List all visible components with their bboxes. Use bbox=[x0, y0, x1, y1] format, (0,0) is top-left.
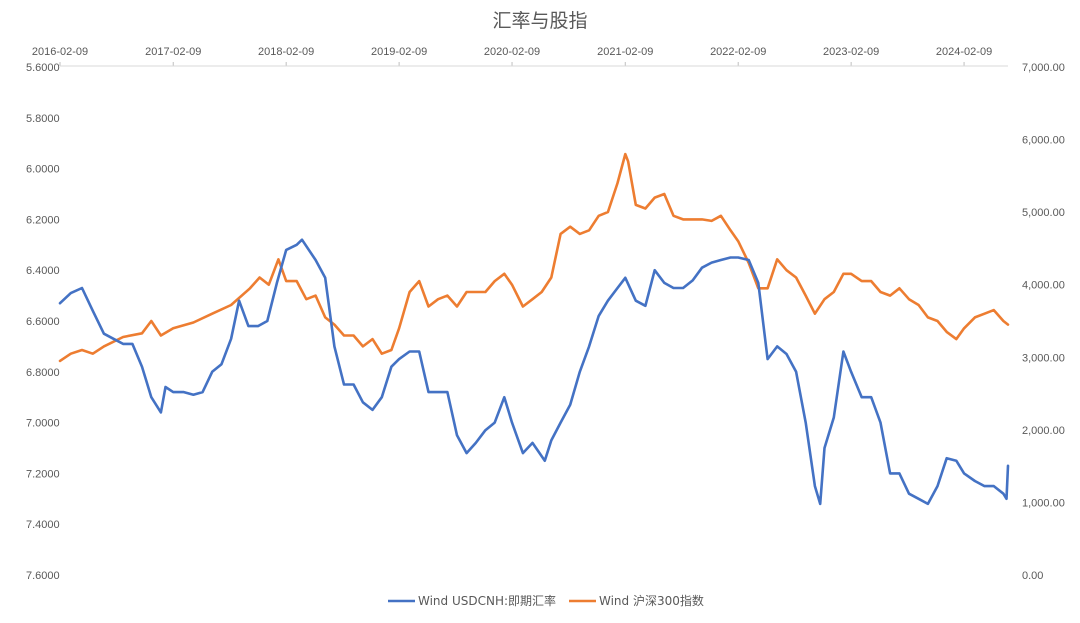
right-tick-label: 6,000.00 bbox=[1022, 135, 1065, 147]
right-tick-label: 4,000.00 bbox=[1022, 280, 1065, 292]
chart-title: 汇率与股指 bbox=[492, 10, 587, 32]
left-tick-label: 6.2000 bbox=[26, 214, 60, 226]
x-tick-label: 2016-02-09 bbox=[32, 46, 88, 58]
left-axis-ticks: 5.6000 5.8000 6.0000 6.2000 6.4000 6.6000 6.80… bbox=[26, 62, 60, 582]
x-tick-label: 2024-02-09 bbox=[936, 46, 992, 58]
x-axis-ticks: 2016-02-09 2017-02-09 2018-02-09 2019-02-09… bbox=[32, 46, 1008, 67]
series-line-usdcnh bbox=[58, 238, 1010, 506]
x-tick-label: 2017-02-09 bbox=[145, 46, 201, 58]
x-tick-label: 2023-02-09 bbox=[823, 46, 879, 58]
right-tick-label: 3,000.00 bbox=[1022, 352, 1065, 364]
right-tick-label: 2,000.00 bbox=[1022, 425, 1065, 437]
series-layer bbox=[58, 152, 1010, 506]
left-tick-label: 6.8000 bbox=[26, 367, 60, 379]
left-tick-label: 7.4000 bbox=[26, 519, 60, 531]
x-tick-label: 2018-02-09 bbox=[258, 46, 314, 58]
left-tick-label: 7.0000 bbox=[26, 418, 60, 430]
x-tick-label: 2020-02-09 bbox=[484, 46, 540, 58]
left-tick-label: 7.6000 bbox=[26, 570, 60, 582]
left-tick-label: 6.4000 bbox=[26, 265, 60, 277]
legend: Wind USDCNH:即期汇率 Wind 沪深300指数 bbox=[388, 593, 704, 608]
right-axis-ticks: 0.00 1,000.00 2,000.00 3,000.00 4,000.00 5,00… bbox=[1022, 62, 1065, 582]
legend-label-usdcnh: Wind USDCNH:即期汇率 bbox=[418, 593, 556, 608]
left-tick-label: 5.8000 bbox=[26, 113, 60, 125]
series-line-csi300 bbox=[58, 152, 1010, 363]
x-tick-label: 2019-02-09 bbox=[371, 46, 427, 58]
left-tick-label: 7.2000 bbox=[26, 468, 60, 480]
right-tick-label: 1,000.00 bbox=[1022, 497, 1065, 509]
left-tick-label: 6.0000 bbox=[26, 164, 60, 176]
legend-label-csi300: Wind 沪深300指数 bbox=[599, 593, 704, 608]
x-tick-label: 2022-02-09 bbox=[710, 46, 766, 58]
left-tick-label: 5.6000 bbox=[26, 62, 60, 74]
left-tick-label: 6.6000 bbox=[26, 316, 60, 328]
right-tick-label: 7,000.00 bbox=[1022, 62, 1065, 74]
x-tick-label: 2021-02-09 bbox=[597, 46, 653, 58]
right-tick-label: 0.00 bbox=[1022, 570, 1043, 582]
right-tick-label: 5,000.00 bbox=[1022, 207, 1065, 219]
